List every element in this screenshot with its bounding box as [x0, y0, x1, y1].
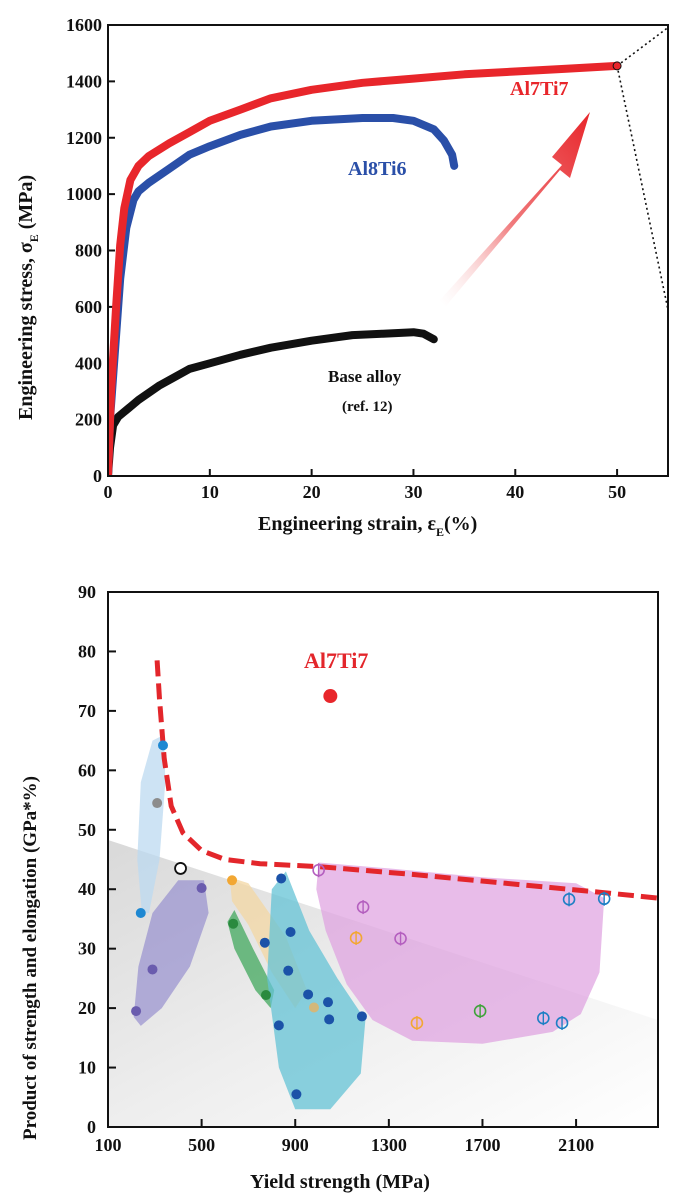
- data-point-open: [174, 862, 187, 875]
- x-tick-label: 900: [282, 1135, 309, 1155]
- data-point: [324, 1014, 335, 1025]
- y-tick-label: 1400: [66, 71, 102, 91]
- x-tick-label: 100: [95, 1135, 122, 1155]
- y-tick-label: 1200: [66, 128, 102, 148]
- data-point: [196, 883, 207, 894]
- chart-stress-strain: 0 10 20 30 40 50 0 200 400 600 800 1000 1200 1400 1600…: [15, 15, 669, 539]
- data-point: [308, 1002, 319, 1013]
- chart1-ticks: 0 10 20 30 40 50 0 200 400 600 800 1000 1200 1400 1600: [66, 15, 626, 502]
- chart2-y-axis-label: Product of strength and elongation (GPa*…: [20, 776, 41, 1140]
- y-tick-label: 1600: [66, 15, 102, 35]
- region-0: [137, 734, 166, 913]
- data-point: [285, 927, 296, 938]
- y-tick-label: 40: [78, 879, 96, 899]
- y-tick-label: 800: [75, 241, 102, 261]
- highlight-label-al7ti7: Al7Ti7: [304, 648, 368, 673]
- region-1: [133, 880, 209, 1026]
- y-tick-label: 0: [87, 1117, 96, 1137]
- data-point: [283, 965, 294, 976]
- y-tick-label: 400: [75, 353, 102, 373]
- series-label-al8ti6: Al8Ti6: [348, 158, 407, 180]
- x-tick-label: 1700: [464, 1135, 500, 1155]
- chart-strength-elongation: 100 500 900 1300 1700 2100 0 10 20 30 40 50 60 70 80 90…: [20, 582, 659, 1193]
- data-point: [227, 875, 238, 886]
- y-tick-label: 600: [75, 297, 102, 317]
- chart1-series: [108, 61, 622, 476]
- y-tick-label: 60: [78, 760, 96, 780]
- x-tick-label: 500: [188, 1135, 215, 1155]
- series-label-al7ti7: Al7Ti7: [510, 78, 569, 100]
- data-point: [228, 918, 239, 929]
- chart1-plot-frame: [107, 24, 669, 477]
- data-point: [323, 997, 333, 1008]
- x-tick-label: 20: [303, 482, 321, 502]
- series-label-base-alloy-ref: (ref. 12): [342, 399, 393, 415]
- y-tick-label: 80: [78, 641, 96, 661]
- data-point: [273, 1020, 284, 1031]
- chart2-points: [131, 689, 611, 1100]
- region-5: [316, 862, 605, 1044]
- data-point: [158, 740, 168, 751]
- x-tick-label: 0: [104, 482, 113, 502]
- chart2-x-axis-label: Yield strength (MPa): [250, 1171, 430, 1193]
- y-tick-label: 0: [93, 466, 102, 486]
- x-tick-label: 50: [608, 482, 626, 502]
- data-point: [135, 908, 146, 918]
- series-label-base-alloy: Base alloy: [328, 367, 402, 386]
- x-tick-label: 1300: [371, 1135, 407, 1155]
- data-point: [152, 798, 163, 809]
- highlight-point-al7ti7: [323, 689, 338, 704]
- chart1-x-axis-label: Engineering strain, εE(%): [258, 513, 477, 539]
- chart2-dashed-boundary: [154, 660, 658, 901]
- trend-arrow: [440, 112, 590, 306]
- chart2-ticks: 100 500 900 1300 1700 2100 0 10 20 30 40 50 60 70 80 90: [78, 582, 594, 1155]
- data-point: [131, 1006, 142, 1017]
- data-point: [291, 1089, 302, 1100]
- y-tick-label: 1000: [66, 184, 102, 204]
- data-point: [147, 964, 158, 975]
- y-tick-label: 20: [78, 998, 96, 1018]
- x-tick-label: 10: [201, 482, 219, 502]
- data-point: [303, 989, 314, 1000]
- y-tick-label: 70: [78, 701, 96, 721]
- chart2-plot-frame: [107, 591, 659, 1128]
- data-point: [356, 1011, 367, 1022]
- data-point: [276, 873, 287, 884]
- y-tick-label: 50: [78, 820, 96, 840]
- y-tick-label: 30: [78, 939, 96, 959]
- series-line-al7ti7: [108, 61, 622, 476]
- data-point: [259, 937, 270, 948]
- endpoint-marker: [612, 61, 622, 71]
- y-tick-label: 90: [78, 582, 96, 602]
- y-tick-label: 200: [75, 410, 102, 430]
- chart1-y-axis-label: Engineering stress, σE (MPa): [15, 175, 41, 420]
- x-tick-label: 30: [404, 482, 422, 502]
- region-3: [227, 910, 275, 1009]
- series-line-base-alloy: [108, 328, 438, 476]
- x-tick-label: 40: [506, 482, 524, 502]
- data-point: [260, 990, 271, 1001]
- y-tick-label: 10: [78, 1058, 96, 1078]
- x-tick-label: 2100: [558, 1135, 594, 1155]
